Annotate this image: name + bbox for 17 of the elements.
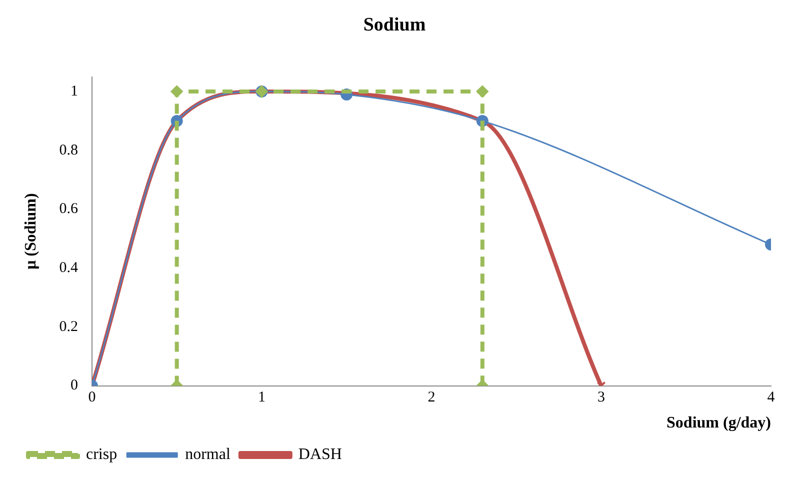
x-tick-label: 2 xyxy=(428,390,436,406)
legend-label: DASH xyxy=(298,446,342,464)
legend-label: crisp xyxy=(86,446,118,464)
legend-label: normal xyxy=(185,446,231,464)
x-axis-title: Sodium (g/day) xyxy=(666,414,771,432)
x-tick-label: 3 xyxy=(597,390,605,406)
y-tick-label: 0.2 xyxy=(59,318,78,335)
x-tick-label: 1 xyxy=(258,390,266,406)
y-tick-label: 0.8 xyxy=(59,142,78,158)
y-tick-label: 0.6 xyxy=(59,201,78,218)
y-tick-label: 0.4 xyxy=(59,260,78,276)
x-tick-label: 4 xyxy=(767,390,776,406)
y-tick-label: 0 xyxy=(70,378,78,394)
chart-title: Sodium xyxy=(363,14,426,36)
y-axis-title: μ (Sodium) xyxy=(22,193,40,270)
y-tick-label: 1 xyxy=(70,83,78,100)
x-tick-label: 0 xyxy=(88,390,96,406)
